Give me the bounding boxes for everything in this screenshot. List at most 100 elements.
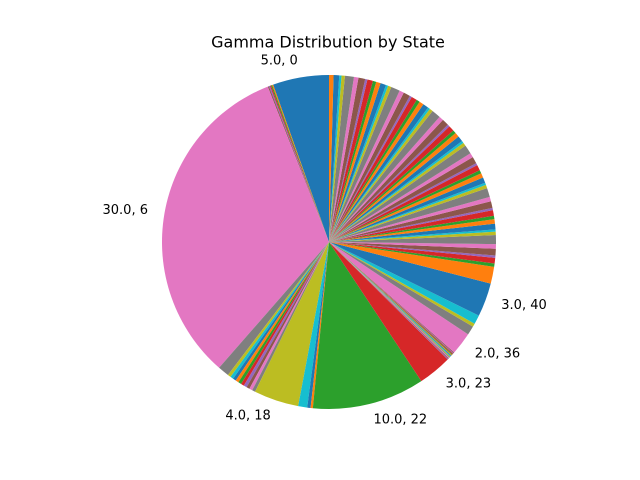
slice-label: 2.0, 36 bbox=[475, 346, 520, 361]
pie-slice bbox=[230, 242, 329, 379]
pie-slice bbox=[329, 79, 373, 242]
pie-slice bbox=[252, 242, 329, 392]
pie-slice bbox=[329, 85, 389, 242]
slice-label: 4.0, 18 bbox=[225, 409, 270, 424]
pie-slice bbox=[241, 242, 329, 386]
pie-slice bbox=[270, 85, 329, 242]
pie-slice bbox=[329, 87, 400, 242]
pie-slice bbox=[329, 173, 484, 242]
pie-slice bbox=[310, 242, 329, 409]
pie-slice bbox=[329, 242, 448, 382]
pie-slice bbox=[329, 80, 377, 243]
pie-slice bbox=[329, 242, 496, 256]
pie-slice bbox=[329, 242, 452, 357]
pie-slice bbox=[329, 81, 381, 243]
pie-slice bbox=[329, 231, 496, 242]
pie-slice bbox=[233, 242, 329, 381]
pie-slice bbox=[329, 242, 454, 355]
pie-slice bbox=[307, 242, 329, 408]
pie-slice bbox=[329, 242, 473, 335]
pie-slice bbox=[329, 130, 456, 242]
slice-label: 5.0, 0 bbox=[261, 53, 298, 68]
pie-slice bbox=[329, 223, 496, 242]
pie-slice bbox=[312, 242, 422, 409]
pie-slice bbox=[329, 95, 412, 242]
pie-slice bbox=[329, 196, 491, 242]
pie-slice bbox=[329, 85, 392, 243]
pie-slice bbox=[329, 242, 450, 359]
pie-slice bbox=[238, 242, 329, 384]
pie-slice bbox=[269, 85, 329, 242]
pie-slice bbox=[329, 126, 454, 242]
pie-slice bbox=[329, 201, 493, 242]
slice-label: 3.0, 40 bbox=[501, 298, 546, 313]
pie-slice bbox=[329, 184, 488, 242]
pie-slice bbox=[329, 210, 494, 242]
pie-slice bbox=[227, 242, 329, 377]
pie-slice bbox=[329, 92, 410, 242]
pie-slice bbox=[329, 165, 480, 242]
pie-slice bbox=[329, 207, 493, 242]
pie-slice bbox=[329, 96, 417, 242]
pie-slice bbox=[329, 242, 496, 258]
pie-slice bbox=[329, 108, 433, 243]
pie-slice bbox=[329, 229, 496, 242]
pie-slice bbox=[255, 242, 329, 407]
pie-slice bbox=[329, 215, 495, 242]
pie-slice bbox=[329, 77, 366, 242]
pie-slice bbox=[329, 188, 490, 242]
slice-label: 3.0, 23 bbox=[446, 376, 491, 391]
pie-slice bbox=[329, 142, 466, 242]
pie-slice bbox=[329, 242, 495, 284]
pie-slice bbox=[243, 242, 329, 388]
pie-slice bbox=[329, 235, 496, 245]
pie-slice bbox=[273, 75, 329, 242]
pie-slice bbox=[329, 242, 496, 249]
pie-slice bbox=[329, 75, 342, 242]
pie-slice bbox=[329, 75, 354, 242]
pie-slice bbox=[329, 242, 453, 355]
pie-slice bbox=[329, 242, 450, 358]
pie-slice bbox=[329, 219, 495, 242]
pie-slice bbox=[329, 136, 463, 242]
pie-slice bbox=[329, 119, 448, 242]
pie-slice bbox=[329, 242, 452, 357]
pie-slice bbox=[329, 242, 455, 354]
pie-slice bbox=[329, 116, 443, 242]
pie-slice bbox=[329, 242, 479, 324]
pie-slice bbox=[298, 242, 329, 408]
slice-label: 30.0, 6 bbox=[103, 203, 148, 218]
pie-slice bbox=[272, 84, 329, 242]
pie-slice bbox=[219, 242, 329, 375]
pie-slice bbox=[329, 78, 368, 242]
pie-slice bbox=[329, 242, 496, 264]
pie-slice bbox=[329, 75, 334, 242]
pie-slice bbox=[246, 242, 329, 389]
pie-slice bbox=[329, 133, 459, 242]
pie-slice bbox=[329, 157, 477, 242]
pie-slice bbox=[329, 153, 473, 242]
pie-slice bbox=[329, 101, 424, 242]
pie-slice bbox=[329, 75, 340, 242]
pie-slice bbox=[329, 83, 386, 242]
pie-slice bbox=[235, 242, 329, 383]
chart-title: Gamma Distribution by State bbox=[211, 33, 445, 52]
pie-slice bbox=[267, 86, 329, 242]
pie-slice bbox=[249, 242, 329, 391]
pie-slice bbox=[329, 242, 469, 353]
pie-slice bbox=[329, 242, 453, 356]
pie-slice bbox=[329, 145, 471, 242]
pie-slice bbox=[329, 99, 420, 242]
pie-slice bbox=[329, 76, 359, 242]
pie-slice bbox=[329, 110, 440, 242]
pie-slice bbox=[329, 242, 449, 360]
pie-slice bbox=[329, 170, 482, 242]
pie-slice bbox=[329, 242, 454, 354]
pie-slice bbox=[329, 177, 486, 242]
pie-slice bbox=[329, 242, 475, 327]
pie-slice bbox=[329, 75, 345, 242]
pie-slice bbox=[329, 141, 464, 242]
pie-slice bbox=[329, 107, 430, 243]
pie-slice bbox=[162, 86, 329, 368]
